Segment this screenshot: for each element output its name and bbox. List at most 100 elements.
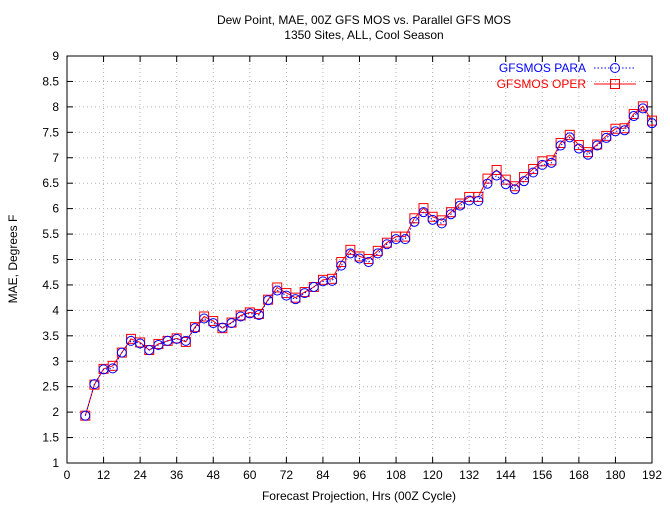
data-point-circle [217,322,228,333]
x-tick-label: 120 [423,468,443,482]
data-point-circle [144,345,155,356]
data-point-circle [208,318,219,329]
chart-subtitle: 1350 Sites, ALL, Cool Season [284,28,443,42]
x-tick-label: 156 [532,468,552,482]
data-point-square [564,129,575,140]
data-point-circle [226,318,237,329]
data-point-square [372,245,383,256]
x-tick-label: 144 [496,468,516,482]
x-tick-label: 12 [97,468,111,482]
grid-lines [67,56,652,463]
data-point-circle [637,103,648,114]
data-point-circle [482,178,493,189]
data-point-square [272,282,283,293]
y-tick-label: 3 [52,354,59,368]
data-point-square [546,155,557,166]
data-point-circle [308,281,319,292]
y-tick-label: 4.5 [42,278,59,292]
data-point-circle [455,200,466,211]
data-point-circle [345,248,356,259]
data-point-circle [281,290,292,301]
x-tick-label: 36 [170,468,184,482]
data-point-circle [235,311,246,322]
x-tick-label: 168 [569,468,589,482]
data-point-circle [519,176,530,187]
data-point-circle [290,294,301,305]
data-point-circle [528,167,539,178]
legend-label: GFSMOS PARA [499,61,586,75]
legend: GFSMOS PARA GFSMOS OPER [497,61,636,91]
y-tick-label: 8 [52,100,59,114]
data-point-circle [592,140,603,151]
y-tick-label: 6.5 [42,176,59,190]
data-point-square [528,163,539,174]
data-point-circle [162,335,173,346]
data-point-circle [418,207,429,218]
data-point-circle [509,184,520,195]
data-point-circle [253,309,264,320]
data-point-circle [372,248,383,259]
data-point-circle [107,363,118,374]
y-tick-label: 2.5 [42,380,59,394]
chart-title: Dew Point, MAE, 00Z GFS MOS vs. Parallel… [217,13,511,27]
data-point-circle [135,338,146,349]
data-point-circle [199,313,210,324]
data-point-circle [189,323,200,334]
data-point-circle [153,339,164,350]
data-point-circle [80,410,91,421]
x-axis-label: Forecast Projection, Hrs (00Z Cycle) [262,489,456,503]
y-tick-label: 7.5 [42,125,59,139]
data-point-circle [573,143,584,154]
x-tick-label: 84 [316,468,330,482]
x-tick-label: 192 [642,468,662,482]
data-point-circle [546,157,557,168]
data-point-circle [363,257,374,268]
data-point-circle [564,132,575,143]
x-tick-label: 60 [243,468,257,482]
y-tick-label: 1 [52,456,59,470]
data-point-square [345,244,356,255]
data-point-circle [180,335,191,346]
y-tick-label: 6 [52,202,59,216]
data-point-square [400,231,411,242]
series-gfsmos-para [80,103,657,421]
y-tick-label: 9 [52,49,59,63]
data-point-circle [555,140,566,151]
series-gfsmos-oper [80,101,657,421]
data-point-circle [500,179,511,190]
data-point-circle [354,253,365,264]
data-point-circle [537,159,548,170]
data-point-circle [436,218,447,229]
x-tick-label: 132 [459,468,479,482]
y-tick-label: 2 [52,405,59,419]
series-line [84,107,653,416]
legend-label: GFSMOS OPER [497,77,587,91]
data-point-circle [647,118,657,129]
data-point-circle [445,209,456,220]
data-point-square [491,164,502,175]
data-point-circle [336,260,347,271]
y-tick-label: 7 [52,151,59,165]
y-axis-label: MAE, Degrees F [6,215,20,304]
y-tick-label: 5.5 [42,227,59,241]
data-point-circle [409,216,420,227]
legend-marker-circle [610,63,620,73]
series-line [84,105,653,416]
data-point-square [509,181,520,192]
data-point-square [647,115,657,126]
x-tick-label: 0 [64,468,71,482]
data-point-circle [125,335,136,346]
x-tick-label: 96 [353,468,367,482]
x-tick-label: 108 [386,468,406,482]
data-point-circle [491,170,502,181]
data-point-circle [400,234,411,245]
y-tick-label: 4 [52,303,59,317]
x-tick-label: 24 [133,468,147,482]
data-point-square [555,137,566,148]
y-tick-label: 3.5 [42,329,59,343]
data-point-square [573,140,584,151]
data-point-circle [89,379,100,390]
x-tick-label: 72 [280,468,294,482]
data-point-circle [628,111,639,122]
